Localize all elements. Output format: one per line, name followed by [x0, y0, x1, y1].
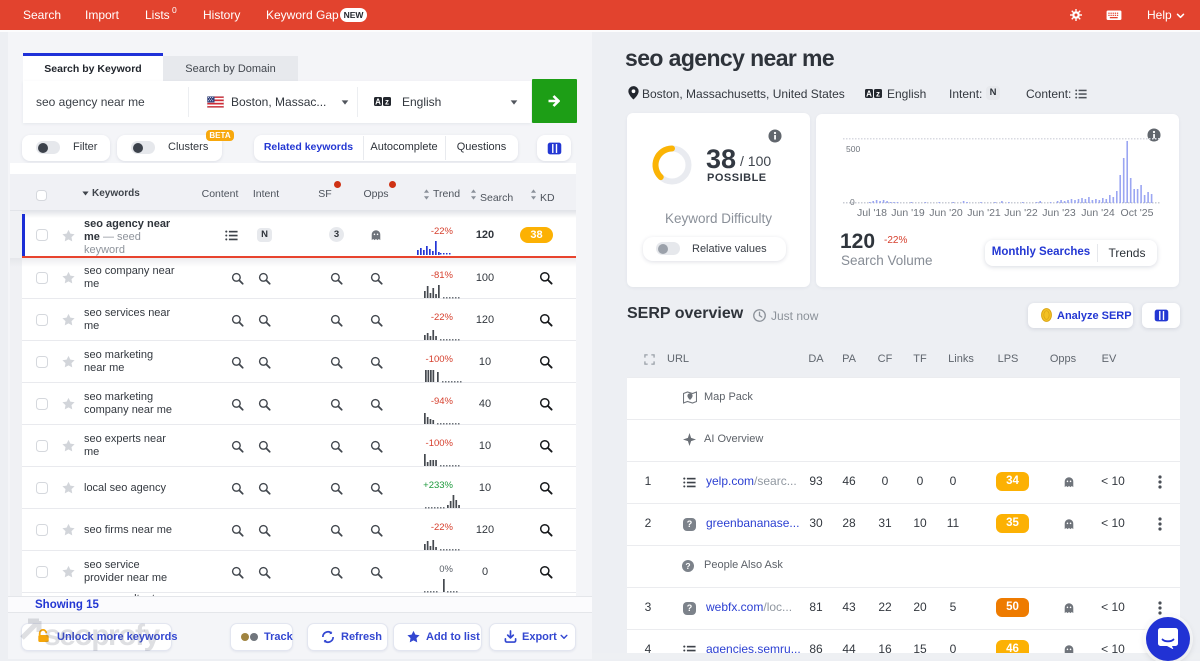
svg-text:z: z [876, 90, 880, 99]
svg-text:z: z [385, 98, 389, 107]
svg-text:A: A [866, 90, 872, 99]
svg-text:A: A [375, 98, 381, 107]
svg-text:seoprofy: seoprofy [44, 619, 161, 652]
